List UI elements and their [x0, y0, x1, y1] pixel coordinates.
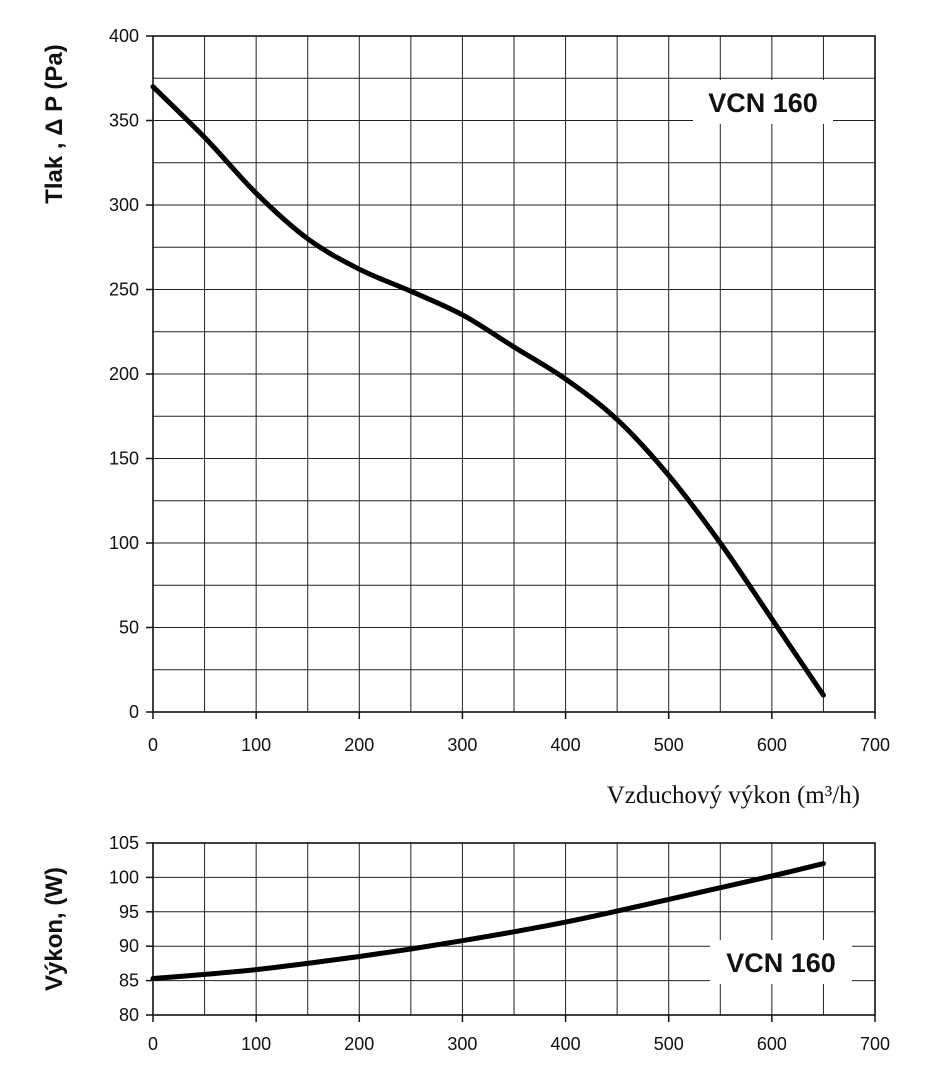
pressure-y-tick-label: 100: [109, 533, 139, 553]
power-chart-title: VCN 160: [726, 948, 836, 978]
pressure-x-tick-label: 400: [551, 735, 581, 755]
pressure-y-axis-label: Tlak , Δ P (Pa): [41, 44, 68, 204]
pressure-curve: [150, 84, 826, 698]
power-x-tick-label: 100: [241, 1034, 271, 1054]
power-chart-grid: [152, 842, 876, 1016]
pressure-x-tick-label: 100: [241, 735, 271, 755]
pressure-y-tick-labels: 0 50 100 150 200 250 300 350 400: [109, 26, 153, 722]
pressure-y-tick-label: 150: [109, 449, 139, 469]
power-x-tick-labels: 0 100 200 300 400 500 600 700: [148, 1015, 890, 1054]
pressure-x-tick-label: 500: [654, 735, 684, 755]
pressure-x-tick-label: 0: [148, 735, 158, 755]
pressure-x-tick-label: 700: [860, 735, 890, 755]
pressure-x-tick-label: 600: [757, 735, 787, 755]
power-chart-title-box: [710, 940, 852, 984]
pressure-x-axis-label: Vzduchový výkon (m³/h): [607, 782, 860, 809]
power-y-tick-label: 85: [119, 971, 139, 991]
pressure-chart-title: VCN 160: [708, 88, 818, 118]
pressure-y-tick-label: 400: [109, 26, 139, 46]
pressure-x-tick-labels: 0 100 200 300 400 500 600 700: [148, 712, 890, 755]
pressure-x-tick-label: 200: [344, 735, 374, 755]
pressure-x-tick-label: 300: [447, 735, 477, 755]
power-chart-frame: [152, 842, 876, 1016]
power-y-axis-label: Výkon, (W): [41, 867, 68, 991]
pressure-y-tick-label: 300: [109, 195, 139, 215]
pressure-y-tick-label: 200: [109, 364, 139, 384]
pressure-chart-title-box: [693, 80, 833, 124]
power-x-tick-label: 500: [654, 1034, 684, 1054]
power-x-tick-label: 700: [860, 1034, 890, 1054]
power-x-tick-label: 600: [757, 1034, 787, 1054]
power-y-tick-label: 105: [109, 833, 139, 853]
power-y-tick-label: 100: [109, 867, 139, 887]
pressure-y-tick-label: 350: [109, 111, 139, 131]
power-curve: [150, 861, 826, 981]
pressure-y-tick-label: 50: [119, 618, 139, 638]
power-y-tick-label: 95: [119, 902, 139, 922]
power-x-tick-label: 0: [148, 1034, 158, 1054]
power-y-tick-label: 90: [119, 936, 139, 956]
power-y-tick-label: 80: [119, 1005, 139, 1025]
power-x-tick-label: 200: [344, 1034, 374, 1054]
pressure-y-tick-label: 0: [129, 702, 139, 722]
pressure-chart-grid: [152, 35, 876, 713]
power-x-tick-label: 400: [551, 1034, 581, 1054]
power-y-tick-labels: 80 85 90 95 100 105: [109, 833, 153, 1025]
pressure-y-tick-label: 250: [109, 280, 139, 300]
power-x-tick-label: 300: [447, 1034, 477, 1054]
